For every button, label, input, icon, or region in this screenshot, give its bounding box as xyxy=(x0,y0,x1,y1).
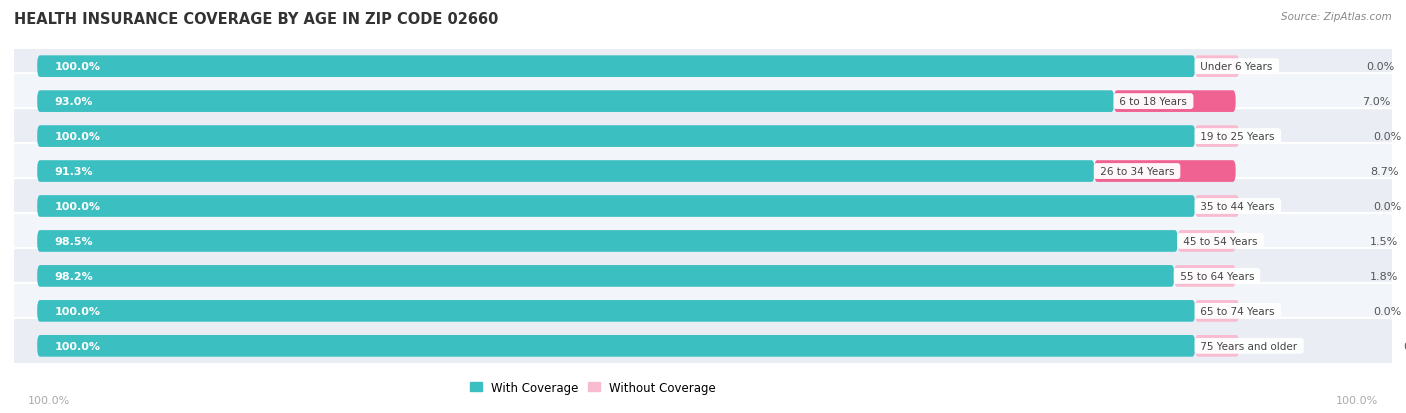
FancyBboxPatch shape xyxy=(11,248,1395,304)
FancyBboxPatch shape xyxy=(11,144,1395,199)
Text: 26 to 34 Years: 26 to 34 Years xyxy=(1097,166,1177,177)
Text: 6 to 18 Years: 6 to 18 Years xyxy=(1116,97,1191,107)
Text: 0.0%: 0.0% xyxy=(1365,62,1395,72)
Text: 100.0%: 100.0% xyxy=(55,62,101,72)
Text: 98.2%: 98.2% xyxy=(55,271,93,281)
FancyBboxPatch shape xyxy=(1178,230,1236,252)
Text: 100.0%: 100.0% xyxy=(1336,395,1378,405)
FancyBboxPatch shape xyxy=(37,126,1195,147)
FancyBboxPatch shape xyxy=(11,39,1395,95)
Text: 91.3%: 91.3% xyxy=(55,166,93,177)
FancyBboxPatch shape xyxy=(11,74,1395,130)
Text: 8.7%: 8.7% xyxy=(1369,166,1399,177)
Text: 0.0%: 0.0% xyxy=(1403,341,1406,351)
FancyBboxPatch shape xyxy=(37,266,1174,287)
FancyBboxPatch shape xyxy=(37,56,1195,78)
Text: 45 to 54 Years: 45 to 54 Years xyxy=(1180,236,1261,247)
Text: Under 6 Years: Under 6 Years xyxy=(1198,62,1277,72)
Text: 0.0%: 0.0% xyxy=(1374,202,1402,211)
Text: HEALTH INSURANCE COVERAGE BY AGE IN ZIP CODE 02660: HEALTH INSURANCE COVERAGE BY AGE IN ZIP … xyxy=(14,12,499,27)
Text: 1.5%: 1.5% xyxy=(1369,236,1398,247)
Text: 100.0%: 100.0% xyxy=(28,395,70,405)
Text: Source: ZipAtlas.com: Source: ZipAtlas.com xyxy=(1281,12,1392,22)
Text: 65 to 74 Years: 65 to 74 Years xyxy=(1198,306,1278,316)
Text: 19 to 25 Years: 19 to 25 Years xyxy=(1198,132,1278,142)
FancyBboxPatch shape xyxy=(1195,196,1239,217)
FancyBboxPatch shape xyxy=(11,318,1395,374)
FancyBboxPatch shape xyxy=(1094,161,1236,183)
Text: 100.0%: 100.0% xyxy=(55,202,101,211)
FancyBboxPatch shape xyxy=(1174,266,1236,287)
FancyBboxPatch shape xyxy=(1195,126,1239,147)
Text: 0.0%: 0.0% xyxy=(1374,306,1402,316)
Text: 93.0%: 93.0% xyxy=(55,97,93,107)
FancyBboxPatch shape xyxy=(37,161,1094,183)
Text: 100.0%: 100.0% xyxy=(55,306,101,316)
Text: 1.8%: 1.8% xyxy=(1369,271,1399,281)
FancyBboxPatch shape xyxy=(1195,335,1239,357)
FancyBboxPatch shape xyxy=(37,300,1195,322)
FancyBboxPatch shape xyxy=(37,91,1114,113)
FancyBboxPatch shape xyxy=(11,214,1395,269)
Legend: With Coverage, Without Coverage: With Coverage, Without Coverage xyxy=(465,376,720,399)
Text: 98.5%: 98.5% xyxy=(55,236,93,247)
FancyBboxPatch shape xyxy=(37,196,1195,217)
FancyBboxPatch shape xyxy=(1114,91,1236,113)
FancyBboxPatch shape xyxy=(37,335,1195,357)
FancyBboxPatch shape xyxy=(1195,56,1239,78)
FancyBboxPatch shape xyxy=(37,230,1178,252)
Text: 75 Years and older: 75 Years and older xyxy=(1198,341,1301,351)
FancyBboxPatch shape xyxy=(11,283,1395,339)
Text: 100.0%: 100.0% xyxy=(55,341,101,351)
FancyBboxPatch shape xyxy=(11,178,1395,235)
Text: 35 to 44 Years: 35 to 44 Years xyxy=(1198,202,1278,211)
Text: 0.0%: 0.0% xyxy=(1374,132,1402,142)
FancyBboxPatch shape xyxy=(11,109,1395,165)
FancyBboxPatch shape xyxy=(1195,300,1239,322)
Text: 7.0%: 7.0% xyxy=(1362,97,1391,107)
Text: 100.0%: 100.0% xyxy=(55,132,101,142)
Text: 55 to 64 Years: 55 to 64 Years xyxy=(1177,271,1257,281)
